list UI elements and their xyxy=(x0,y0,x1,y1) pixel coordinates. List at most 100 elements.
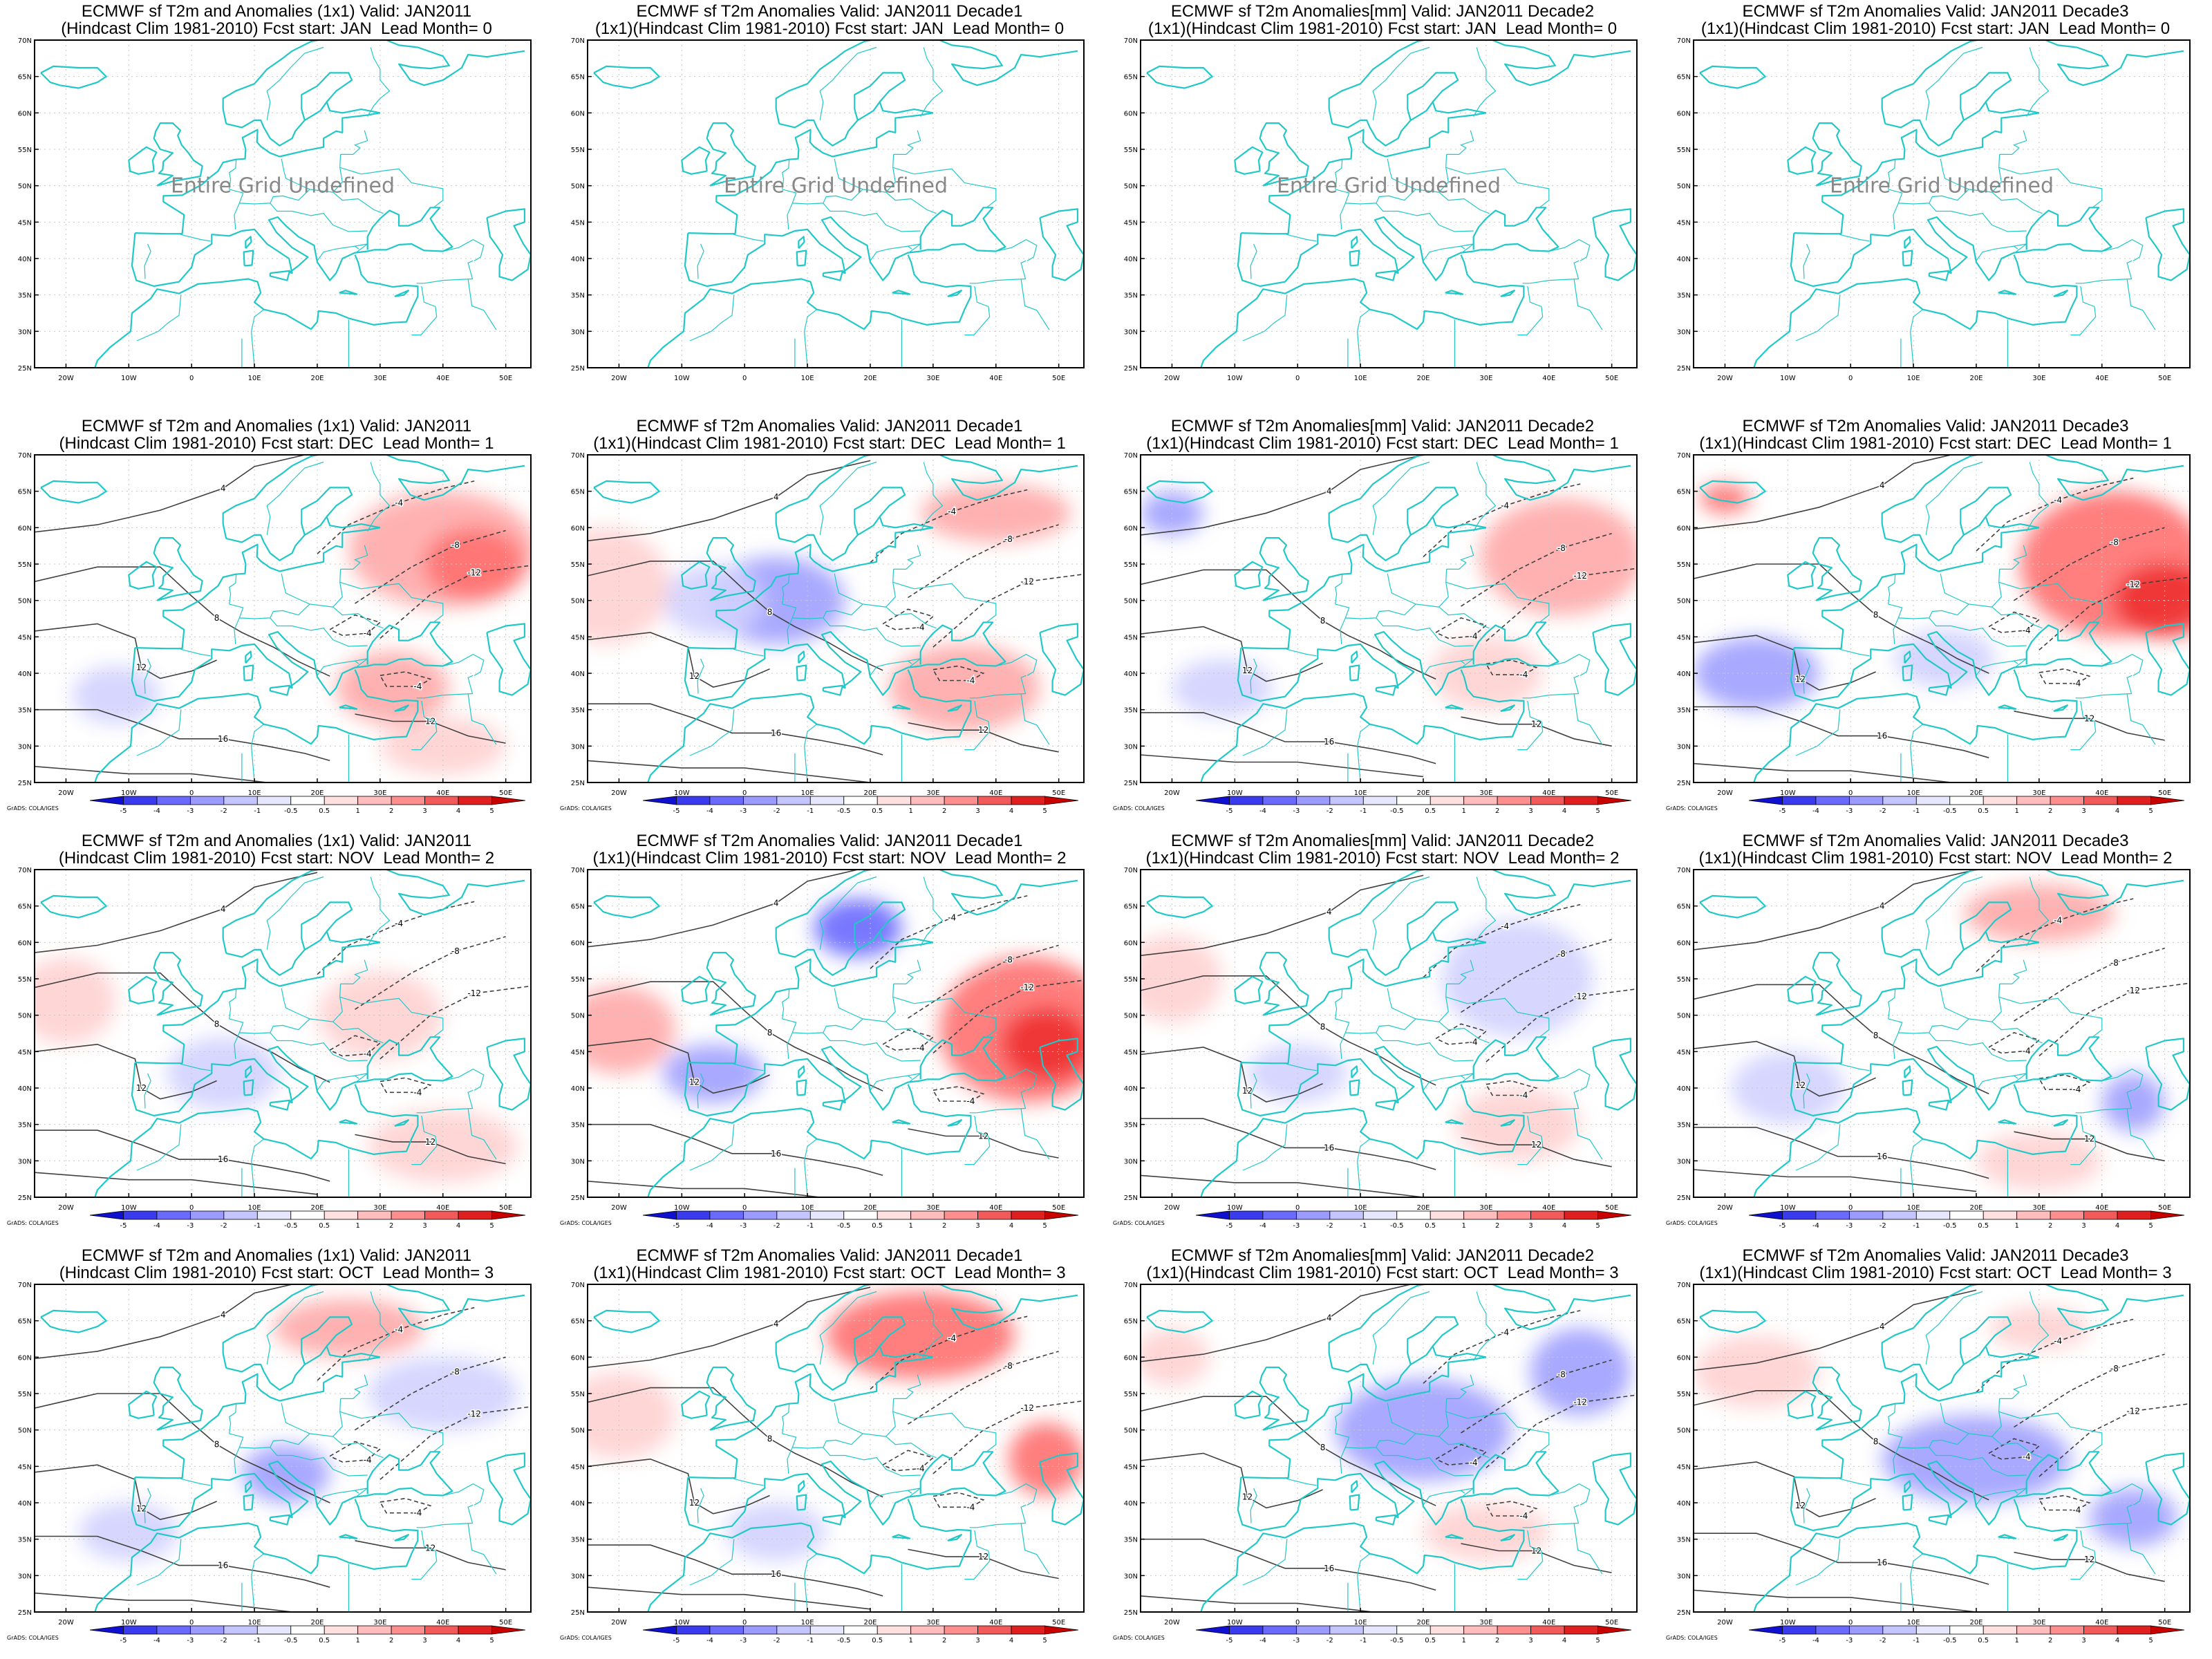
colorbar-level: -2 xyxy=(1880,1222,1886,1230)
country-border xyxy=(340,959,368,984)
lat-tick-label: 40N xyxy=(1124,1500,1138,1508)
contour-line xyxy=(329,1035,382,1057)
coastline xyxy=(2025,1451,2112,1497)
contour-label: -4 xyxy=(2023,626,2031,635)
country-border xyxy=(2014,1490,2018,1494)
map-panel: 70N 65N 60N 55N 50N 45N 40N 35N 30N 25N 20W 10W 0 10E… xyxy=(1659,0,2212,415)
contour-label: -12 xyxy=(2126,580,2140,590)
country-border xyxy=(1991,984,2002,1022)
country-border xyxy=(1345,1018,1490,1044)
country-border xyxy=(920,462,944,532)
map-plot: 481216-4-8-12-4-41270N65N60N55N50N45N40N… xyxy=(1666,1282,2191,1644)
coastline xyxy=(892,290,911,295)
country-border xyxy=(1573,1108,1603,1160)
anomaly-area xyxy=(166,1037,280,1110)
coastline xyxy=(1500,290,1515,297)
contour-line xyxy=(35,1130,330,1182)
contour-line xyxy=(1694,1589,1977,1612)
lat-tick-label: 70N xyxy=(571,1282,585,1289)
lon-tick-label: 20W xyxy=(1164,1619,1180,1627)
contour-label: -4 xyxy=(413,1087,422,1097)
lon-tick-label: 20E xyxy=(1416,1204,1430,1212)
contour-line xyxy=(355,1540,506,1571)
lat-tick-label: 70N xyxy=(1124,452,1138,460)
country-border xyxy=(803,1553,818,1612)
coastline xyxy=(1812,122,1862,187)
country-border xyxy=(1372,46,1430,121)
colorbar-level: 2 xyxy=(2048,1222,2052,1230)
colorbar-credit: GrADS: COLA/IGES xyxy=(560,805,612,812)
contour-label: -8 xyxy=(1004,534,1013,544)
coastline xyxy=(1884,1316,2040,1391)
lon-tick-label: 10E xyxy=(248,1619,261,1627)
lat-tick-label: 70N xyxy=(18,37,32,45)
map-panel: 4 8 12 16 -4 -8 -12 -4 -4 12 70N 65N 60N 55N 50N 45N 40N… xyxy=(553,415,1106,830)
country-border xyxy=(467,1108,497,1160)
anomaly-area xyxy=(1442,920,1593,1038)
coastline xyxy=(128,146,158,175)
lat-tick-label: 70N xyxy=(571,867,585,874)
coastline xyxy=(919,1036,1006,1082)
contour-line xyxy=(2014,527,2165,601)
coastline xyxy=(857,516,881,536)
lat-tick-label: 65N xyxy=(571,489,585,496)
lat-tick-label: 35N xyxy=(18,292,32,300)
coastline xyxy=(339,290,358,295)
coastline xyxy=(1200,669,1525,782)
coastline xyxy=(386,1284,525,1331)
coastline xyxy=(939,455,1078,501)
contour-line xyxy=(1485,659,1538,675)
colorbar-level: 2 xyxy=(942,1222,946,1230)
coastline xyxy=(131,216,375,288)
coastline xyxy=(822,270,844,281)
country-border xyxy=(1387,988,1416,1020)
country-border xyxy=(416,675,474,699)
coastline xyxy=(1146,480,1213,504)
panel-title: ECMWF sf T2m and Anomalies (1x1) Valid: … xyxy=(0,418,553,452)
coastline xyxy=(684,216,928,288)
coastline xyxy=(798,1480,805,1494)
coastline xyxy=(94,669,419,782)
lat-tick-label: 35N xyxy=(571,1122,585,1130)
lon-tick-label: 0 xyxy=(1295,1619,1300,1627)
coastline xyxy=(1884,901,2040,976)
contour-label: 12 xyxy=(2084,1555,2094,1564)
lon-tick-label: 20W xyxy=(611,1204,627,1212)
coastline xyxy=(798,236,805,250)
country-border xyxy=(1438,569,1449,608)
country-border xyxy=(1888,574,1896,604)
lat-tick-label: 25N xyxy=(1124,780,1138,787)
coastline xyxy=(40,1309,107,1333)
colorbar-level: -0.5 xyxy=(284,1222,298,1230)
lat-tick-label: 65N xyxy=(1124,489,1138,496)
country-border xyxy=(266,876,324,950)
colorbar-level: -0.5 xyxy=(284,1637,298,1644)
country-border xyxy=(355,245,359,250)
country-border xyxy=(893,130,921,155)
country-border xyxy=(1888,159,1896,189)
map-panel: 4 8 12 16 -4 -8 -12 -4 -4 12 70N 65N 60N 55N 50N 45N 40N… xyxy=(1106,830,1659,1244)
country-border xyxy=(2070,285,2097,336)
colorbar-level: 1 xyxy=(909,1222,913,1230)
colorbar-level: -4 xyxy=(1259,807,1266,815)
lon-tick-label: 30E xyxy=(2032,1204,2045,1212)
country-border xyxy=(1345,189,1490,214)
colorbar-level: 2 xyxy=(2048,807,2052,815)
coastline xyxy=(892,1534,911,1539)
map-panel: 4 8 12 16 -4 -8 -12 -4 -4 12 70N 65N 60N 55N 50N 45N 40N… xyxy=(553,1244,1106,1659)
country-border xyxy=(239,603,384,629)
panel-title-line2: (1x1)(Hindcast Clim 1981-2010) Fcst star… xyxy=(1145,849,1620,868)
country-border xyxy=(1473,1291,1497,1361)
lat-tick-label: 65N xyxy=(1124,74,1138,82)
country-border xyxy=(1999,130,2027,155)
coastline xyxy=(706,122,756,187)
country-border xyxy=(281,158,310,190)
country-border xyxy=(803,309,818,368)
contour-line xyxy=(932,980,1084,1054)
lat-tick-label: 35N xyxy=(1677,1537,1691,1544)
country-border xyxy=(1473,47,1497,117)
coastline xyxy=(1200,254,1525,368)
country-border xyxy=(1376,1447,1474,1477)
colorbar-level: 3 xyxy=(2081,1637,2086,1644)
country-border xyxy=(870,1073,921,1091)
